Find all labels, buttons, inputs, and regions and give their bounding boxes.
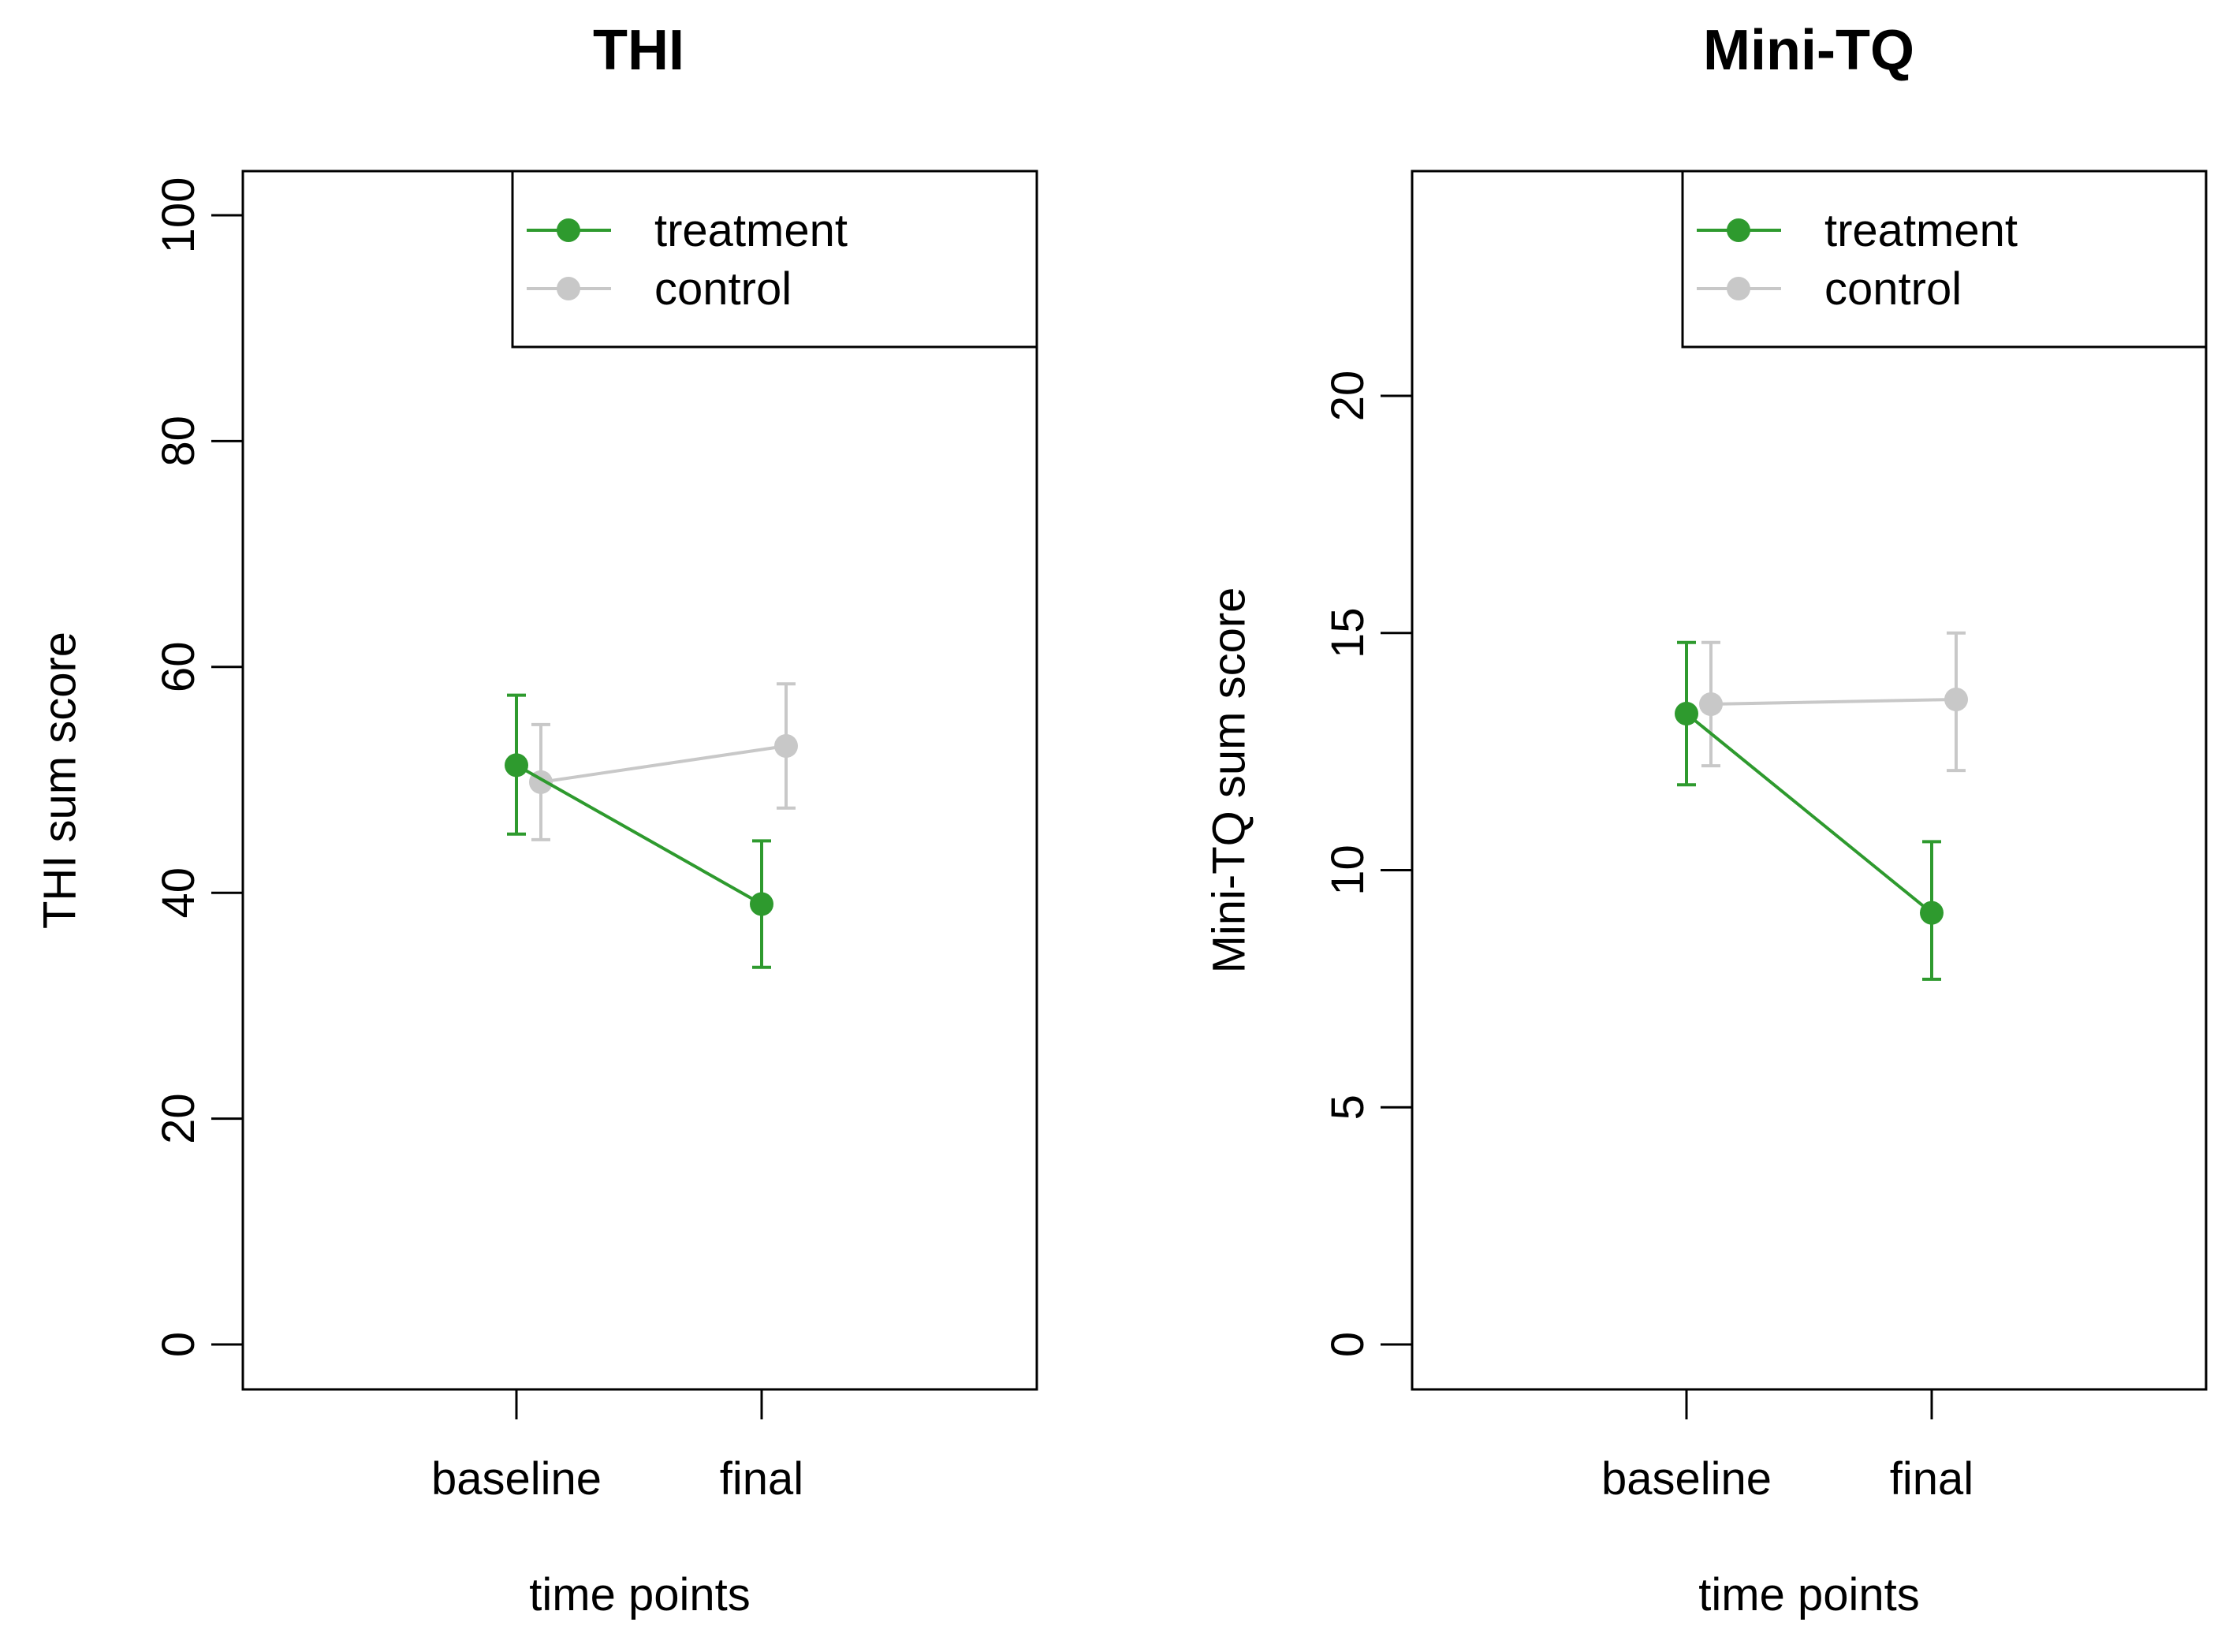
y-axis-label: THI sum score	[34, 632, 85, 929]
y-tick-label: 80	[153, 416, 204, 467]
data-point	[750, 892, 773, 916]
x-tick-label: final	[720, 1453, 803, 1505]
series-line	[540, 744, 787, 784]
legend-marker	[557, 277, 580, 300]
legend: treatment control	[511, 170, 1038, 349]
x-tick-label: baseline	[431, 1453, 602, 1505]
legend-label: control	[1824, 263, 1962, 315]
legend-box	[1681, 170, 2208, 349]
y-tick-label: 0	[153, 1332, 204, 1357]
data-point	[1675, 702, 1698, 726]
y-tick-label: 5	[1322, 1094, 1373, 1120]
chart-title: THI	[593, 19, 684, 82]
y-tick-label: 60	[153, 642, 204, 693]
x-axis: baseline final	[1601, 1389, 1973, 1505]
legend-label: treatment	[654, 205, 848, 256]
y-axis: 0 20 40 60 80 100	[153, 177, 243, 1357]
y-tick-label: 15	[1322, 607, 1373, 658]
series-treatment	[505, 693, 773, 969]
series-line	[1685, 712, 1933, 915]
series-control	[1699, 631, 1968, 773]
y-axis-label: Mini-TQ sum score	[1203, 587, 1254, 974]
y-tick-label: 20	[1322, 371, 1373, 422]
mini-tq-panel: Mini-TQ 0 5 10 15 20 Mini-TQ sum score baseline…	[1203, 19, 2208, 1620]
x-axis-label: time points	[529, 1569, 750, 1620]
legend-marker	[1727, 277, 1750, 300]
series-treatment	[1675, 640, 1944, 981]
legend-marker	[1727, 218, 1750, 242]
legend: treatment control	[1681, 170, 2208, 349]
plot-frame	[241, 170, 1038, 1391]
x-axis: baseline final	[431, 1389, 803, 1505]
data-point	[1699, 692, 1723, 716]
y-tick-label: 20	[153, 1093, 204, 1144]
y-tick-label: 10	[1322, 845, 1373, 896]
legend-marker	[557, 218, 580, 242]
data-point	[1920, 901, 1944, 925]
y-tick-label: 40	[153, 867, 204, 919]
thi-panel: THI 0 20 40 60 80 100 THI sum score baseline fina…	[34, 19, 1038, 1620]
data-point	[774, 734, 798, 759]
legend-label: control	[654, 263, 792, 315]
data-point	[505, 753, 528, 778]
legend-box	[511, 170, 1038, 349]
y-tick-label: 0	[1322, 1332, 1373, 1357]
y-tick-label: 100	[153, 177, 204, 254]
series-line	[1710, 697, 1957, 706]
x-tick-label: baseline	[1601, 1453, 1772, 1505]
series-control	[529, 682, 798, 841]
chart-title: Mini-TQ	[1703, 19, 1914, 82]
data-point	[1944, 687, 1968, 711]
series-line	[516, 763, 762, 906]
legend-label: treatment	[1824, 205, 2018, 256]
x-tick-label: final	[1890, 1453, 1973, 1505]
plot-frame	[1411, 170, 2208, 1391]
y-axis: 0 5 10 15 20	[1322, 371, 1412, 1357]
x-axis-label: time points	[1698, 1569, 1919, 1620]
